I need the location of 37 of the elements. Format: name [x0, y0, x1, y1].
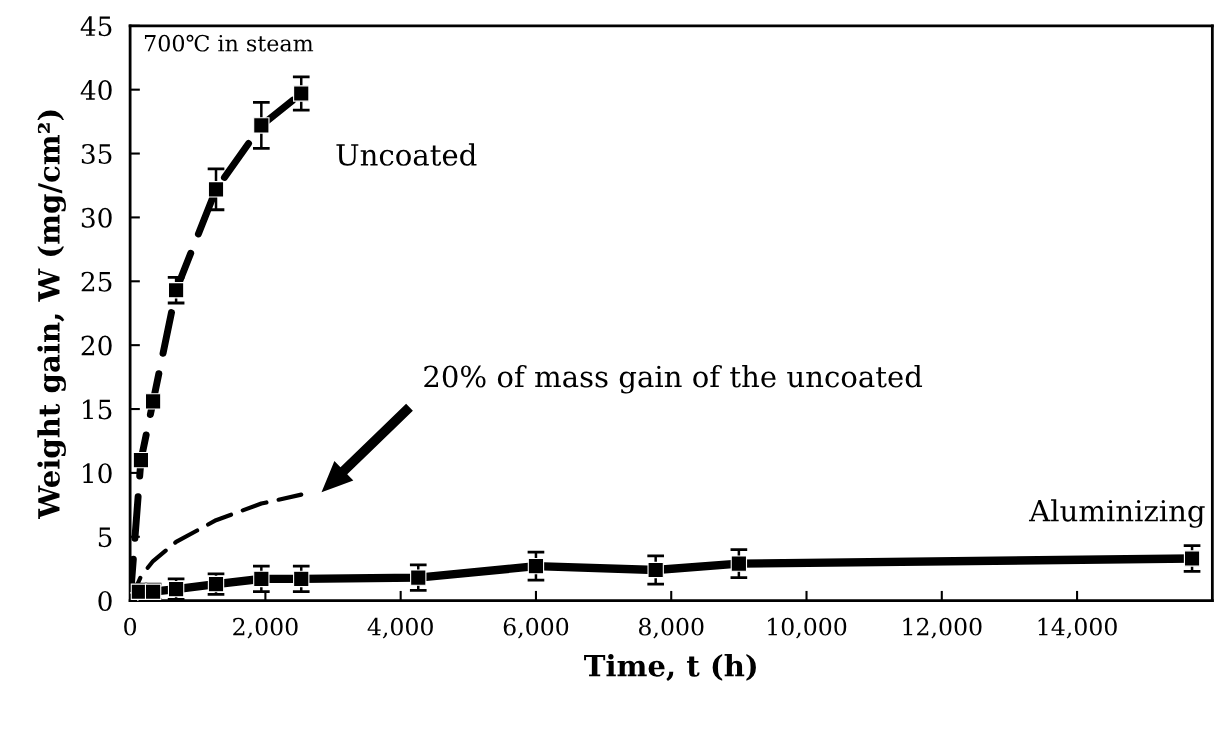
point	[1183, 550, 1201, 567]
series-label: Uncoated	[336, 143, 477, 166]
y-tick-label: 5	[98, 527, 112, 548]
point	[207, 181, 225, 198]
point	[527, 557, 545, 575]
x-tick-label: 14,000	[1038, 617, 1117, 639]
point	[730, 555, 748, 572]
x-tick-label: 8,000	[639, 617, 704, 639]
point	[253, 117, 270, 134]
point	[293, 570, 310, 588]
y-tick-label: 20	[81, 335, 112, 356]
y-tick-label: 30	[81, 207, 112, 228]
point	[647, 561, 664, 579]
point	[410, 569, 427, 586]
point	[132, 451, 150, 469]
y-tick-label: 0	[98, 591, 112, 612]
x-tick-label: 4,000	[367, 617, 433, 639]
x-tick-label: 10,000	[768, 617, 847, 639]
annotation: 700℃ in steam	[144, 34, 314, 52]
y-tick-label: 10	[83, 463, 112, 484]
annotation: 20% of mass gain of the uncoated	[424, 364, 923, 394]
x-axis-title: Time, t (h)	[584, 654, 756, 682]
y-tick-label: 25	[81, 271, 112, 292]
point	[293, 85, 310, 102]
point	[144, 393, 162, 410]
x-tick-label: 12,000	[903, 617, 982, 639]
x-tick-label: 0	[124, 617, 137, 636]
x-tick-label: 2,000	[233, 617, 298, 639]
point	[253, 570, 270, 588]
y-axis-title: Weight gain, W (mg/cm²)	[37, 110, 66, 519]
series-label: Aluminizing	[1028, 499, 1205, 528]
y-tick-label: 15	[83, 399, 112, 420]
y-tick-label: 40	[80, 80, 112, 101]
point	[167, 282, 185, 299]
y-tick-label: 45	[80, 16, 112, 37]
x-tick-label: 6,000	[503, 617, 569, 639]
y-tick-label: 35	[81, 143, 112, 164]
